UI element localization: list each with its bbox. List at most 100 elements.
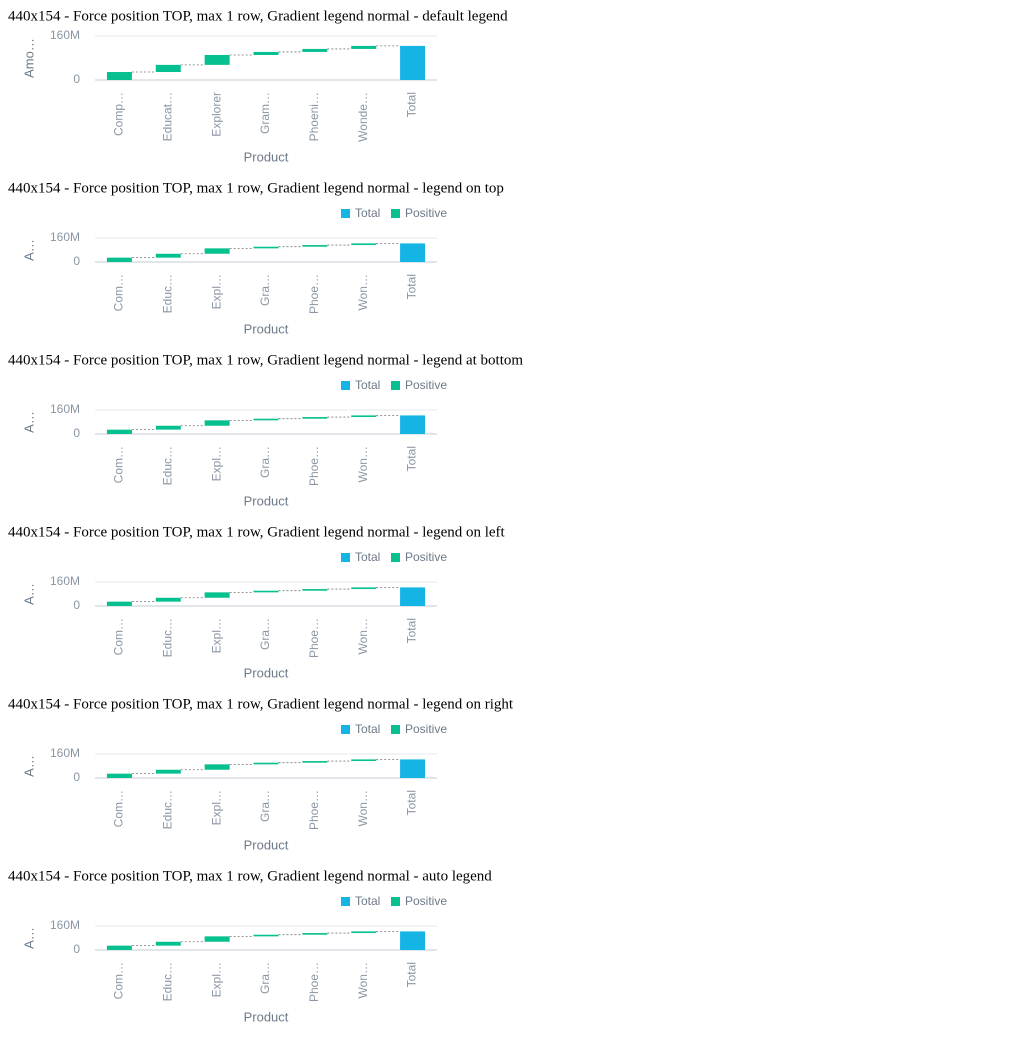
y-tick-label: 160M [50,230,80,244]
bar [400,759,426,778]
x-tick-label: Educat… [160,92,174,141]
x-tick-label: Phoe… [307,618,321,658]
chart-title: 440x154 - Force position TOP, max 1 row,… [8,868,492,884]
bar [106,773,132,778]
y-tick-label: 0 [73,72,80,86]
bar [106,945,132,950]
x-tick-label: Expl… [209,274,223,309]
x-tick-label: Phoe… [307,274,321,314]
y-axis-title: A… [21,583,36,605]
bar [400,45,426,80]
x-tick-label: Phoeni… [307,92,321,141]
bar [106,429,132,434]
y-tick-label: 160M [50,574,80,588]
bar [204,248,230,254]
legend-label: Total [355,206,380,220]
x-tick-label: Gram… [258,92,272,134]
x-tick-label: Won… [356,274,370,310]
chart-title: 440x154 - Force position TOP, max 1 row,… [8,696,514,712]
x-tick-label: Expl… [209,618,223,653]
y-tick-label: 160M [50,402,80,416]
bar [106,257,132,262]
y-axis-title: A… [21,411,36,433]
x-tick-label: Educ… [160,962,174,1001]
y-tick-label: 0 [73,770,80,784]
legend-label: Positive [405,722,447,736]
x-tick-label: Gra… [258,274,272,306]
bar [302,417,328,419]
y-tick-label: 0 [73,942,80,956]
legend-swatch [341,725,350,734]
bar [155,253,181,258]
x-tick-label: Educ… [160,618,174,657]
legend-label: Positive [405,378,447,392]
x-axis-title: Product [244,837,289,852]
chart-title: 440x154 - Force position TOP, max 1 row,… [8,352,523,368]
x-axis-title: Product [244,493,289,508]
x-tick-label: Phoe… [307,446,321,486]
legend-swatch [341,553,350,562]
legend-label: Positive [405,206,447,220]
chart-title: 440x154 - Force position TOP, max 1 row,… [8,524,506,540]
x-tick-label: Com… [112,790,126,827]
x-axis-title: Product [244,1009,289,1024]
legend-label: Total [355,550,380,564]
y-tick-label: 160M [50,918,80,932]
legend-swatch [391,209,400,218]
chart-title: 440x154 - Force position TOP, max 1 row,… [8,180,504,196]
x-tick-label: Won… [356,790,370,826]
bar [204,592,230,598]
legend-swatch [391,897,400,906]
bar [155,425,181,430]
bar [253,418,279,421]
bar [351,931,377,934]
bar [204,420,230,426]
x-tick-label: Com… [112,446,126,483]
legend-swatch [391,381,400,390]
x-tick-label: Total [405,790,419,815]
y-axis-title: A… [21,239,36,261]
legend-label: Positive [405,894,447,908]
bar [302,933,328,935]
bar [106,72,132,80]
x-tick-label: Educ… [160,274,174,313]
x-axis-title: Product [244,321,289,336]
y-axis-title: Amo… [21,38,36,78]
y-axis-title: A… [21,755,36,777]
x-tick-label: Wonde… [356,92,370,142]
bar [106,601,132,606]
bar [204,764,230,770]
x-tick-label: Educ… [160,790,174,829]
bar [351,415,377,418]
bar [302,761,328,763]
legend-label: Total [355,722,380,736]
bar [155,769,181,774]
bar [204,936,230,942]
x-tick-label: Phoe… [307,790,321,830]
bar [351,45,377,49]
bar [155,597,181,602]
x-tick-label: Expl… [209,790,223,825]
x-tick-label: Total [405,274,419,299]
legend-label: Positive [405,550,447,564]
x-tick-label: Gra… [258,446,272,478]
x-tick-label: Gra… [258,790,272,822]
y-tick-label: 160M [50,28,80,42]
y-tick-label: 160M [50,746,80,760]
x-tick-label: Won… [356,962,370,998]
x-tick-label: Expl… [209,446,223,481]
x-tick-label: Educ… [160,446,174,485]
legend-swatch [341,897,350,906]
legend-label: Total [355,378,380,392]
y-tick-label: 0 [73,254,80,268]
x-tick-label: Expl… [209,962,223,997]
x-tick-label: Comp… [112,92,126,136]
y-axis-title: A… [21,927,36,949]
legend-swatch [391,553,400,562]
x-tick-label: Phoe… [307,962,321,1002]
x-tick-label: Gra… [258,618,272,650]
x-tick-label: Total [405,92,419,117]
legend-swatch [341,381,350,390]
bar [400,415,426,434]
bar [253,762,279,765]
